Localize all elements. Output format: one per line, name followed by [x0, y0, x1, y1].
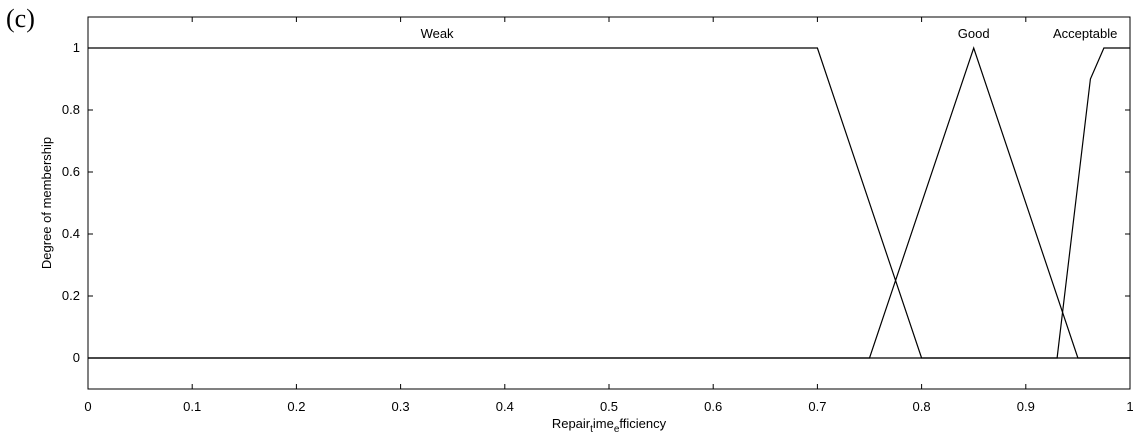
series-line-good [88, 46, 1130, 359]
x-axis-title: Repairtimeefficiency [552, 416, 667, 435]
x-axis-title-part: fficiency [619, 416, 666, 431]
x-tick-label: 0.5 [600, 399, 618, 414]
x-tick-label: 0.1 [183, 399, 201, 414]
y-tick-label: 0.6 [62, 164, 80, 179]
x-tick-label: 0.9 [1017, 399, 1035, 414]
y-tick-label: 1 [73, 40, 80, 55]
x-axis-title-part: ime [593, 416, 614, 431]
x-tick-label: 0.2 [287, 399, 305, 414]
x-axis-title-part: Repair [552, 416, 591, 431]
y-tick-label: 0.4 [62, 226, 80, 241]
x-tick-label: 0.6 [704, 399, 722, 414]
x-tick-label: 0.8 [913, 399, 931, 414]
y-tick-label: 0 [73, 350, 80, 365]
y-tick-label: 0.8 [62, 102, 80, 117]
x-axis-ticks: 0 0.1 0.2 0.3 0.4 0.5 0.6 0.7 0.8 0.9 1 [84, 17, 1134, 414]
series-label-good: Good [958, 26, 990, 41]
y-axis-title: Degree of membership [39, 137, 54, 269]
x-tick-label: 0.7 [808, 399, 826, 414]
series-label-weak: Weak [421, 26, 454, 41]
y-tick-label: 0.2 [62, 288, 80, 303]
series-labels: Weak Good Acceptable [421, 26, 1118, 41]
panel-label: (c) [6, 4, 35, 33]
x-tick-label: 0 [84, 399, 91, 414]
x-tick-label: 0.3 [392, 399, 410, 414]
x-axis-title-subscript: t [590, 424, 593, 435]
series-line-weak [88, 47, 1130, 359]
x-tick-label: 0.4 [496, 399, 514, 414]
series-label-acceptable: Acceptable [1053, 26, 1117, 41]
x-tick-label: 1 [1126, 399, 1133, 414]
plot-frame [87, 16, 1131, 390]
series-line-acceptable [88, 47, 1130, 359]
y-axis-ticks: 0 0.2 0.4 0.6 0.8 1 [62, 40, 1130, 365]
x-axis-title-subscript: e [614, 424, 620, 435]
series-lines [88, 46, 1130, 359]
